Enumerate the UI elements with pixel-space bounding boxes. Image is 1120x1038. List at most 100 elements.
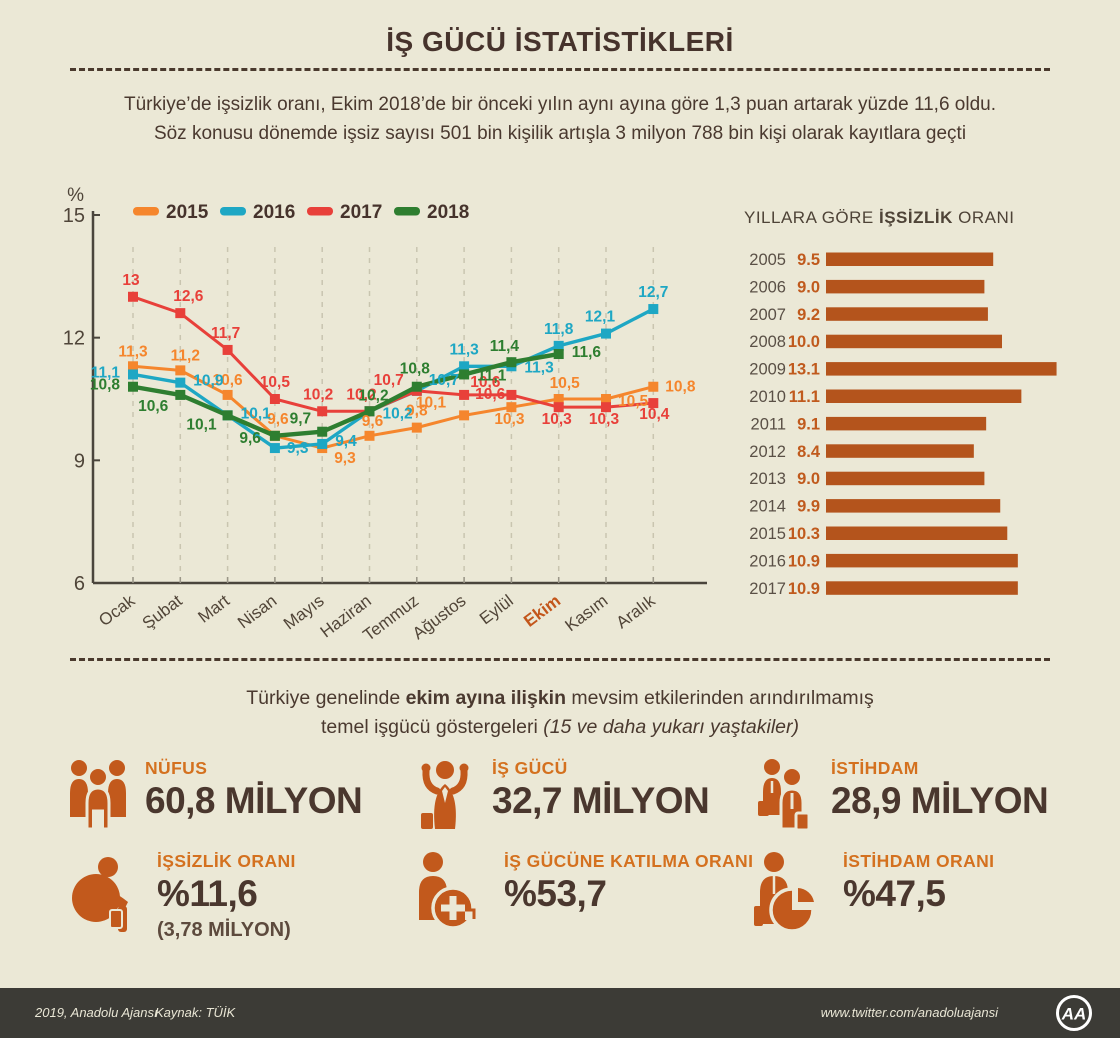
svg-text:2007: 2007 <box>749 306 786 324</box>
stat-value: 60,8 MİLYON <box>145 780 363 821</box>
svg-text:2011: 2011 <box>751 415 786 433</box>
svg-text:2016: 2016 <box>749 552 786 570</box>
svg-text:10,3: 10,3 <box>542 411 573 428</box>
svg-text:10,6: 10,6 <box>475 386 506 403</box>
svg-text:10.9: 10.9 <box>788 580 820 598</box>
svg-text:2014: 2014 <box>749 498 786 516</box>
stat-population: NÜFUS 60,8 MİLYON <box>66 757 363 831</box>
participation-plus-icon <box>419 852 476 930</box>
svg-text:11,7: 11,7 <box>211 325 240 342</box>
svg-text:10,2: 10,2 <box>346 386 376 403</box>
svg-text:Nisan: Nisan <box>234 591 280 632</box>
svg-text:9,6: 9,6 <box>267 411 289 428</box>
svg-text:10,2: 10,2 <box>358 387 388 404</box>
svg-text:Ocak: Ocak <box>95 591 139 630</box>
intro-paragraph: Türkiye’de işsizlik oranı, Ekim 2018’de … <box>40 90 1080 149</box>
svg-text:2005: 2005 <box>749 251 786 269</box>
stat-value: %53,7 <box>504 873 607 914</box>
svg-text:9: 9 <box>74 450 85 472</box>
svg-text:9,3: 9,3 <box>334 450 356 467</box>
svg-text:Ekim: Ekim <box>520 591 564 631</box>
svg-text:13: 13 <box>122 272 140 289</box>
svg-text:Aralık: Aralık <box>613 591 660 633</box>
svg-text:11,3: 11,3 <box>524 359 554 376</box>
svg-text:15: 15 <box>63 205 85 227</box>
employment-icon <box>758 759 811 831</box>
footer-bar: 2019, Anadolu Ajansı Kaynak: TÜİK www.tw… <box>0 988 1120 1038</box>
stat-label: İSTİHDAM <box>831 758 919 778</box>
svg-text:9.2: 9.2 <box>797 306 820 324</box>
stat-employment-rate: İSTİHDAM ORANI %47,5 <box>752 850 994 942</box>
svg-text:12,1: 12,1 <box>585 309 616 326</box>
svg-text:6: 6 <box>74 573 85 595</box>
svg-text:10,5: 10,5 <box>550 375 581 392</box>
population-icon <box>70 760 126 831</box>
svg-text:9,8: 9,8 <box>406 403 428 420</box>
svg-text:12,7: 12,7 <box>638 284 668 301</box>
middle-dashed-divider <box>70 658 1050 661</box>
svg-text:2017: 2017 <box>749 580 786 598</box>
svg-text:10,8: 10,8 <box>400 361 431 378</box>
svg-text:11.1: 11.1 <box>789 388 820 406</box>
svg-text:11,4: 11,4 <box>490 338 520 355</box>
svg-text:10,5: 10,5 <box>260 374 291 391</box>
svg-text:9.0: 9.0 <box>797 470 820 488</box>
stat-value: %47,5 <box>843 873 946 914</box>
svg-text:AA: AA <box>1061 1005 1087 1024</box>
stat-subvalue: (3,78 MİLYON) <box>157 918 291 941</box>
anadolu-agency-logo: AA <box>1056 995 1092 1031</box>
svg-text:2015: 2015 <box>166 202 209 223</box>
svg-text:Ağustos: Ağustos <box>409 591 470 643</box>
svg-text:10,5: 10,5 <box>618 393 649 410</box>
svg-text:10,6: 10,6 <box>138 398 169 415</box>
svg-text:8.4: 8.4 <box>797 443 821 461</box>
svg-text:10,8: 10,8 <box>90 377 121 394</box>
svg-text:10,6: 10,6 <box>213 372 244 389</box>
svg-text:13.1: 13.1 <box>788 361 820 379</box>
svg-text:10,1: 10,1 <box>186 416 217 433</box>
svg-text:10.0: 10.0 <box>788 333 820 351</box>
unemployed-person-icon <box>72 857 128 932</box>
svg-text:11,2: 11,2 <box>171 347 200 364</box>
svg-text:%: % <box>67 185 84 206</box>
stat-label: İSTİHDAM ORANI <box>843 851 995 871</box>
svg-text:10,1: 10,1 <box>241 405 272 422</box>
top-dashed-divider <box>70 68 1050 71</box>
stat-employment: İSTİHDAM 28,9 MİLYON <box>752 757 1049 831</box>
svg-text:10,7: 10,7 <box>374 372 404 389</box>
footer-twitter-url: www.twitter.com/anadoluajansi <box>820 1005 998 1020</box>
svg-text:10,7: 10,7 <box>429 372 459 389</box>
svg-text:2017: 2017 <box>340 202 382 223</box>
svg-text:11,3: 11,3 <box>118 343 148 360</box>
svg-text:10,3: 10,3 <box>494 411 525 428</box>
svg-text:2016: 2016 <box>253 202 295 223</box>
svg-text:2009: 2009 <box>749 361 786 379</box>
svg-text:10,3: 10,3 <box>589 411 620 428</box>
svg-text:9.9: 9.9 <box>797 498 820 516</box>
workforce-icon <box>421 761 469 829</box>
stat-label: İŞ GÜCÜ <box>492 758 568 778</box>
svg-text:10,9: 10,9 <box>193 373 224 390</box>
svg-text:9,3: 9,3 <box>287 440 309 457</box>
stat-workforce: İŞ GÜCÜ 32,7 MİLYON <box>413 757 710 831</box>
stat-label: İŞSİZLİK ORANI <box>157 851 296 871</box>
svg-text:2006: 2006 <box>749 278 786 296</box>
svg-text:Şubat: Şubat <box>139 591 186 633</box>
svg-text:11,6: 11,6 <box>572 344 602 361</box>
footer-credit: 2019, Anadolu Ajansı <box>35 1005 158 1020</box>
svg-text:10,2: 10,2 <box>303 386 333 403</box>
svg-text:9,6: 9,6 <box>239 430 261 447</box>
svg-text:9.0: 9.0 <box>797 278 820 296</box>
svg-text:9.1: 9.1 <box>797 415 820 433</box>
stat-unemployment-rate: İŞSİZLİK ORANI %11,6 (3,78 MİLYON) <box>66 850 296 942</box>
svg-text:9,4: 9,4 <box>335 433 357 450</box>
svg-text:9.5: 9.5 <box>797 251 820 269</box>
yearly-unemployment-bar-chart: YILLARA GÖRE İŞSİZLİK ORANI 2005 9.5 2006 9.… <box>744 208 1057 598</box>
svg-text:10,8: 10,8 <box>665 379 696 396</box>
svg-text:2008: 2008 <box>749 333 786 351</box>
footer-source: Kaynak: TÜİK <box>155 1005 236 1020</box>
svg-text:9,7: 9,7 <box>290 411 312 428</box>
svg-text:10.3: 10.3 <box>788 525 820 543</box>
